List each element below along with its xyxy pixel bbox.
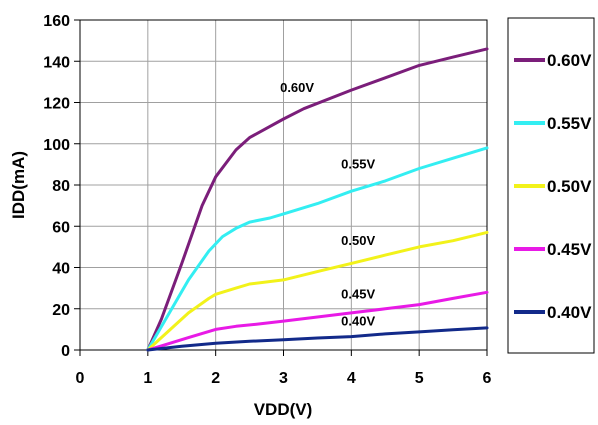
series-line-0.45V — [146, 290, 489, 352]
x-tick-label: 6 — [483, 370, 492, 387]
y-tick-label: 80 — [52, 178, 70, 195]
legend-label: 0.40V — [547, 303, 592, 322]
x-tick-label: 0 — [76, 370, 85, 387]
y-tick-label: 40 — [52, 261, 70, 278]
y-tick-label: 20 — [52, 302, 70, 319]
series-line-0.40V — [146, 326, 489, 352]
x-axis-title: VDD(V) — [254, 400, 313, 419]
curve-labels: 0.60V 0.55V 0.50V 0.45V 0.40V — [280, 80, 375, 328]
y-axis-title: IDD(mA) — [9, 151, 28, 219]
x-tick-label: 2 — [211, 370, 220, 387]
series-line-0.60V — [146, 47, 489, 352]
series-lines — [146, 47, 489, 352]
curve-label: 0.50V — [341, 233, 375, 248]
series-line-0.55V — [146, 146, 489, 352]
grid-lines — [80, 20, 487, 350]
legend-label: 0.60V — [547, 51, 592, 70]
legend: 0.60V 0.55V 0.50V 0.45V 0.40V — [514, 51, 592, 322]
x-tick-label: 4 — [347, 370, 356, 387]
x-tick-label: 3 — [279, 370, 288, 387]
y-tick-label: 140 — [43, 54, 70, 71]
legend-label: 0.45V — [547, 240, 592, 259]
legend-label: 0.55V — [547, 114, 592, 133]
x-axis-ticks: 0 1 2 3 4 5 6 — [76, 350, 492, 387]
x-tick-label: 1 — [143, 370, 152, 387]
y-tick-label: 160 — [43, 13, 70, 30]
y-tick-label: 120 — [43, 96, 70, 113]
legend-label: 0.50V — [547, 177, 592, 196]
y-tick-label: 100 — [43, 137, 70, 154]
curve-label: 0.40V — [341, 313, 375, 328]
y-tick-label: 0 — [61, 343, 70, 360]
y-tick-label: 60 — [52, 219, 70, 236]
curve-label: 0.45V — [341, 286, 375, 301]
curve-label: 0.55V — [341, 157, 375, 172]
series-line-0.50V — [146, 230, 489, 352]
x-tick-label: 5 — [415, 370, 424, 387]
y-axis-ticks: 0 20 40 60 80 100 120 140 160 — [43, 13, 80, 360]
curve-label: 0.60V — [280, 80, 314, 95]
